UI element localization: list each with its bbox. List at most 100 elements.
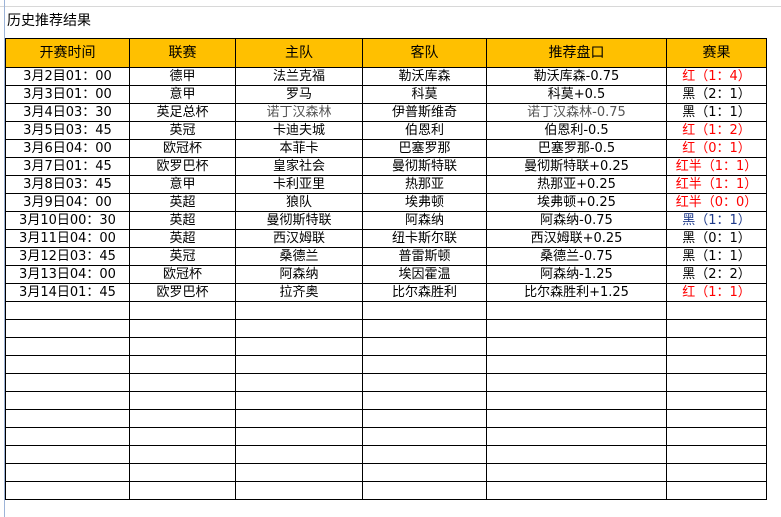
cell-time[interactable]: 3月10日00：30 <box>5 211 130 230</box>
cell-home[interactable]: 皇家社会 <box>235 157 363 176</box>
cell-result[interactable]: 黑（1：1） <box>666 211 767 230</box>
header-time[interactable]: 开赛时间 <box>5 38 130 68</box>
cell-result[interactable]: 红半（1：1） <box>666 175 767 194</box>
empty-cell[interactable] <box>486 391 667 410</box>
cell-tip[interactable]: 桑德兰-0.75 <box>486 247 667 266</box>
cell-away[interactable]: 埃弗顿 <box>362 193 487 212</box>
cell-tip[interactable]: 诺丁汉森林-0.75 <box>486 103 667 122</box>
empty-cell[interactable] <box>5 373 130 392</box>
empty-cell[interactable] <box>666 355 767 374</box>
cell-home[interactable]: 拉齐奥 <box>235 283 363 302</box>
cell-tip[interactable]: 勒沃库森-0.75 <box>486 67 667 86</box>
cell-league[interactable]: 英冠 <box>129 247 236 266</box>
cell-result[interactable]: 黑（2：2） <box>666 265 767 284</box>
cell-time[interactable]: 3月4日03：30 <box>5 103 130 122</box>
cell-away[interactable]: 普雷斯顿 <box>362 247 487 266</box>
cell-away[interactable]: 热那亚 <box>362 175 487 194</box>
empty-cell[interactable] <box>235 463 363 482</box>
empty-cell[interactable] <box>486 301 667 320</box>
empty-cell[interactable] <box>235 301 363 320</box>
empty-cell[interactable] <box>235 319 363 338</box>
header-tip[interactable]: 推荐盘口 <box>486 38 667 68</box>
cell-home[interactable]: 卡迪夫城 <box>235 121 363 140</box>
empty-cell[interactable] <box>666 319 767 338</box>
empty-cell[interactable] <box>235 355 363 374</box>
empty-cell[interactable] <box>666 337 767 356</box>
cell-league[interactable]: 欧罗巴杯 <box>129 283 236 302</box>
empty-cell[interactable] <box>486 409 667 428</box>
empty-cell[interactable] <box>129 337 236 356</box>
cell-home[interactable]: 罗马 <box>235 85 363 104</box>
cell-league[interactable]: 欧冠杯 <box>129 139 236 158</box>
empty-cell[interactable] <box>362 481 487 500</box>
empty-cell[interactable] <box>129 481 236 500</box>
empty-cell[interactable] <box>129 301 236 320</box>
cell-league[interactable]: 意甲 <box>129 85 236 104</box>
cell-league[interactable]: 欧冠杯 <box>129 265 236 284</box>
cell-time[interactable]: 3月7日01：45 <box>5 157 130 176</box>
cell-league[interactable]: 英超 <box>129 193 236 212</box>
empty-cell[interactable] <box>129 427 236 446</box>
cell-away[interactable]: 勒沃库森 <box>362 67 487 86</box>
empty-cell[interactable] <box>486 337 667 356</box>
empty-cell[interactable] <box>362 409 487 428</box>
cell-home[interactable]: 法兰克福 <box>235 67 363 86</box>
empty-cell[interactable] <box>235 391 363 410</box>
empty-cell[interactable] <box>362 427 487 446</box>
cell-tip[interactable]: 阿森纳-1.25 <box>486 265 667 284</box>
cell-time[interactable]: 3月5日03：45 <box>5 121 130 140</box>
cell-result[interactable]: 红半（1：1） <box>666 157 767 176</box>
cell-league[interactable]: 英足总杯 <box>129 103 236 122</box>
empty-cell[interactable] <box>129 355 236 374</box>
empty-cell[interactable] <box>362 319 487 338</box>
cell-home[interactable]: 阿森纳 <box>235 265 363 284</box>
header-away[interactable]: 客队 <box>362 38 487 68</box>
empty-cell[interactable] <box>235 373 363 392</box>
empty-cell[interactable] <box>666 463 767 482</box>
empty-cell[interactable] <box>5 481 130 500</box>
header-home[interactable]: 主队 <box>235 38 363 68</box>
cell-result[interactable]: 红半（0：0） <box>666 193 767 212</box>
cell-result[interactable]: 黑（1：1） <box>666 247 767 266</box>
cell-league[interactable]: 德甲 <box>129 67 236 86</box>
cell-tip[interactable]: 巴塞罗那-0.5 <box>486 139 667 158</box>
empty-cell[interactable] <box>666 445 767 464</box>
cell-tip[interactable]: 科莫+0.5 <box>486 85 667 104</box>
cell-league[interactable]: 欧罗巴杯 <box>129 157 236 176</box>
empty-cell[interactable] <box>235 337 363 356</box>
cell-time[interactable]: 3月13日04：00 <box>5 265 130 284</box>
cell-away[interactable]: 阿森纳 <box>362 211 487 230</box>
cell-home[interactable]: 诺丁汉森林 <box>235 103 363 122</box>
cell-result[interactable]: 红（1：1） <box>666 283 767 302</box>
empty-cell[interactable] <box>666 391 767 410</box>
cell-time[interactable]: 3月12日03：45 <box>5 247 130 266</box>
empty-cell[interactable] <box>5 463 130 482</box>
cell-home[interactable]: 卡利亚里 <box>235 175 363 194</box>
empty-cell[interactable] <box>5 301 130 320</box>
empty-cell[interactable] <box>129 373 236 392</box>
empty-cell[interactable] <box>129 319 236 338</box>
cell-home[interactable]: 狼队 <box>235 193 363 212</box>
cell-result[interactable]: 红（0：1） <box>666 139 767 158</box>
cell-away[interactable]: 伊普斯维奇 <box>362 103 487 122</box>
empty-cell[interactable] <box>129 409 236 428</box>
empty-cell[interactable] <box>362 301 487 320</box>
cell-time[interactable]: 3月11日04：00 <box>5 229 130 248</box>
cell-result[interactable]: 红（1：4） <box>666 67 767 86</box>
empty-cell[interactable] <box>666 481 767 500</box>
cell-result[interactable]: 红（1：2） <box>666 121 767 140</box>
empty-cell[interactable] <box>235 481 363 500</box>
empty-cell[interactable] <box>486 445 667 464</box>
empty-cell[interactable] <box>5 391 130 410</box>
empty-cell[interactable] <box>235 427 363 446</box>
cell-away[interactable]: 科莫 <box>362 85 487 104</box>
empty-cell[interactable] <box>5 427 130 446</box>
empty-cell[interactable] <box>362 337 487 356</box>
empty-cell[interactable] <box>666 409 767 428</box>
cell-away[interactable]: 伯恩利 <box>362 121 487 140</box>
cell-home[interactable]: 西汉姆联 <box>235 229 363 248</box>
empty-cell[interactable] <box>129 391 236 410</box>
empty-cell[interactable] <box>235 409 363 428</box>
cell-away[interactable]: 曼彻斯特联 <box>362 157 487 176</box>
empty-cell[interactable] <box>362 391 487 410</box>
